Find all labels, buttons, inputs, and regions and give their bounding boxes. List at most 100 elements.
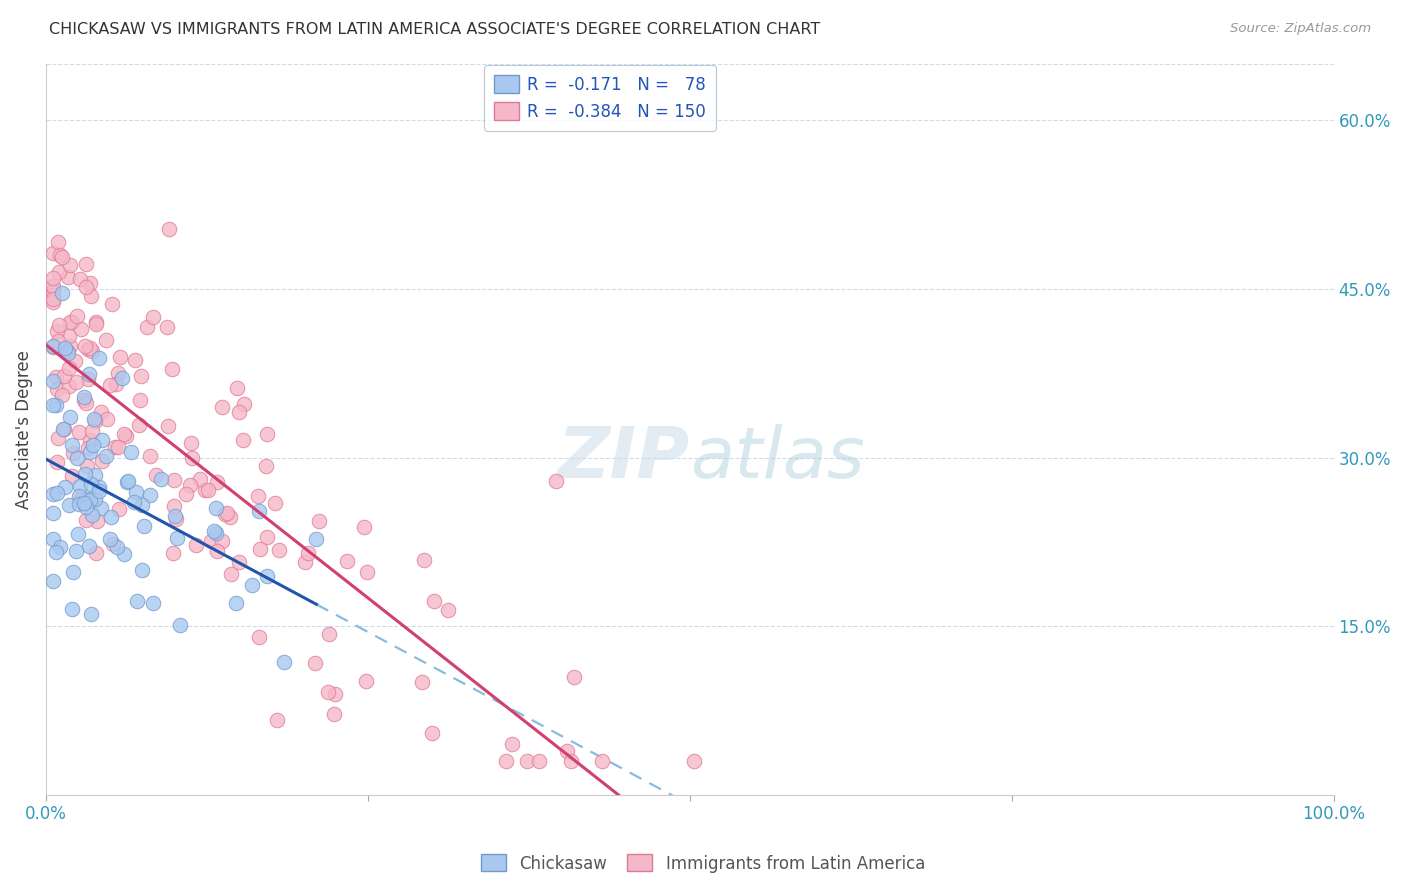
Point [225, 596, 247, 610]
Point [48, 431, 70, 445]
Point [166, 531, 188, 545]
Point [41, 506, 63, 520]
Point [48, 264, 70, 278]
Point [420, 726, 443, 740]
Point [139, 449, 162, 463]
Point [108, 350, 131, 364]
Point [86, 514, 108, 528]
Point [59, 409, 82, 424]
Point [75, 513, 97, 527]
Point [273, 655, 295, 669]
Point [263, 496, 285, 510]
Point [91, 454, 114, 468]
Point [256, 427, 278, 442]
Point [79, 341, 101, 355]
Point [41, 279, 63, 293]
Point [62, 565, 84, 579]
Point [41, 270, 63, 285]
Point [59, 258, 82, 272]
Point [165, 512, 187, 526]
Point [46, 334, 69, 349]
Point [77, 342, 100, 356]
Point [162, 546, 184, 560]
Point [58, 498, 80, 512]
Point [45, 398, 67, 412]
Point [73, 496, 96, 510]
Point [101, 297, 124, 311]
Point [228, 404, 250, 418]
Legend: R =  -0.171   N =   78, R =  -0.384   N = 150: R = -0.171 N = 78, R = -0.384 N = 150 [484, 65, 716, 131]
Point [256, 568, 278, 582]
Point [41, 574, 63, 589]
Point [75, 395, 97, 409]
Point [353, 520, 375, 534]
Point [115, 475, 138, 490]
Point [77, 367, 100, 381]
Point [80, 343, 103, 358]
Point [76, 459, 98, 474]
Point [60, 438, 83, 452]
Point [60, 314, 83, 328]
Point [60, 601, 83, 615]
Point [96, 449, 118, 463]
Point [48, 318, 70, 332]
Point [107, 440, 129, 454]
Text: CHICKASAW VS IMMIGRANTS FROM LATIN AMERICA ASSOCIATE'S DEGREE CORRELATION CHART: CHICKASAW VS IMMIGRANTS FROM LATIN AMERI… [49, 22, 821, 37]
Point [150, 472, 173, 486]
Point [87, 484, 110, 499]
Point [46, 324, 69, 338]
Point [544, 474, 567, 488]
Point [128, 417, 150, 432]
Point [104, 440, 127, 454]
Point [41, 339, 63, 353]
Point [45, 544, 67, 558]
Point [160, 362, 183, 376]
Point [179, 478, 201, 492]
Point [308, 515, 330, 529]
Point [79, 445, 101, 459]
Point [41, 287, 63, 301]
Point [60, 469, 83, 483]
Point [41, 487, 63, 501]
Point [80, 288, 103, 302]
Text: Source: ZipAtlas.com: Source: ZipAtlas.com [1230, 22, 1371, 36]
Point [107, 540, 129, 554]
Point [42, 398, 65, 412]
Point [96, 412, 118, 426]
Point [87, 351, 110, 365]
Point [256, 530, 278, 544]
Point [66, 451, 89, 466]
Point [529, 755, 551, 769]
Point [205, 501, 228, 516]
Point [51, 286, 73, 301]
Point [53, 342, 76, 356]
Point [129, 368, 152, 383]
Point [516, 755, 538, 769]
Point [76, 491, 98, 506]
Point [205, 475, 228, 490]
Point [41, 292, 63, 306]
Point [67, 498, 90, 512]
Point [77, 442, 100, 456]
Point [65, 375, 87, 389]
Point [501, 738, 523, 752]
Point [214, 508, 236, 522]
Point [157, 419, 180, 434]
Point [65, 543, 87, 558]
Point [157, 221, 180, 235]
Point [73, 467, 96, 481]
Point [79, 277, 101, 291]
Point [495, 755, 517, 769]
Point [218, 510, 240, 524]
Point [131, 498, 153, 512]
Point [145, 467, 167, 482]
Point [181, 450, 204, 465]
Point [188, 472, 211, 486]
Point [67, 425, 90, 440]
Point [202, 524, 225, 538]
Point [267, 543, 290, 558]
Point [125, 484, 148, 499]
Point [86, 315, 108, 329]
Point [51, 250, 73, 264]
Point [98, 532, 121, 546]
